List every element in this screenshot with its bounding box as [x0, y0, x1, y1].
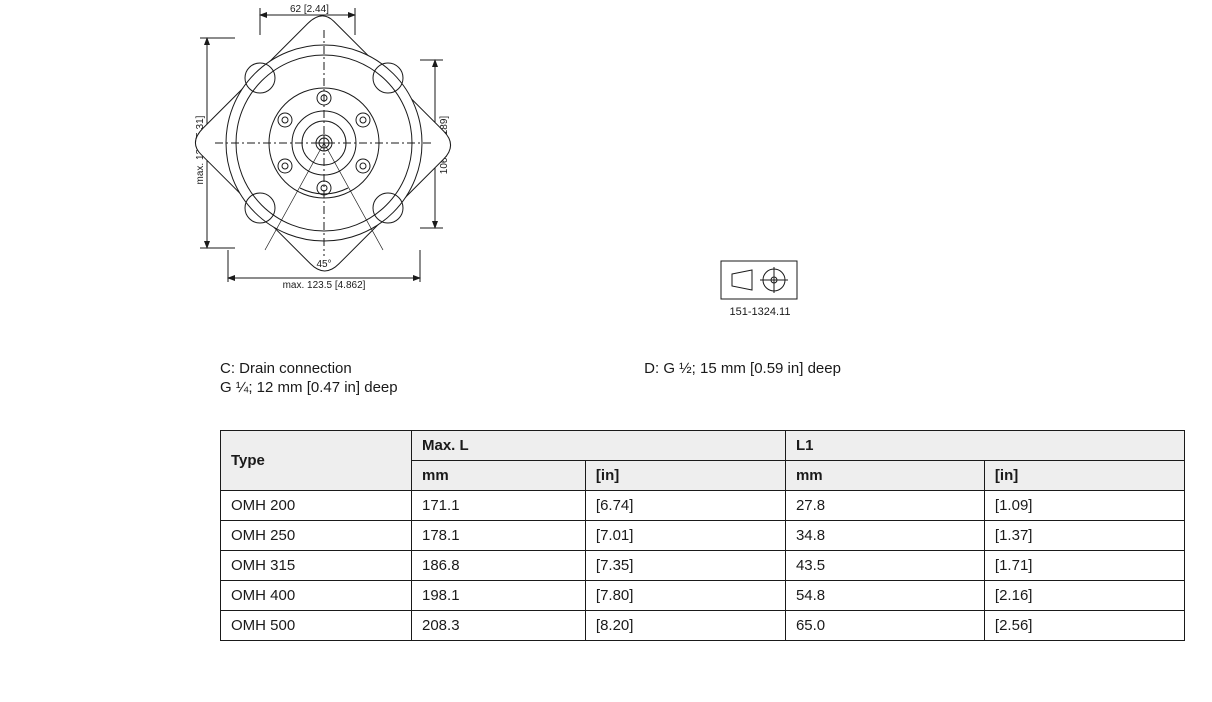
dim-bottom-text: max. 123.5 [4.862]	[283, 280, 366, 291]
table-row: OMH 500 208.3 [8.20] 65.0 [2.56]	[221, 611, 1185, 641]
table-row: OMH 200 171.1 [6.74] 27.8 [1.09]	[221, 491, 1185, 521]
side-icon-label: 151-1324.11	[720, 306, 800, 318]
table-row: OMH 250 178.1 [7.01] 34.8 [1.37]	[221, 521, 1185, 551]
dim-angle-text: 45°	[316, 259, 331, 270]
table-row: OMH 315 186.8 [7.35] 43.5 [1.71]	[221, 551, 1185, 581]
th-l1: L1	[785, 431, 1184, 461]
note-d-line1: D: G ½; 15 mm [0.59 in] deep	[644, 360, 841, 377]
dimensions-table: Type Max. L L1 mm [in] mm [in] OMH 200 1…	[220, 430, 1185, 641]
th-maxl: Max. L	[412, 431, 786, 461]
connection-notes: C: Drain connection G ¼; 12 mm [0.47 in]…	[220, 360, 1180, 396]
dim-top-text: 62 [2.44]	[290, 4, 329, 15]
th-type: Type	[221, 431, 412, 491]
th-in: [in]	[984, 461, 1184, 491]
side-connection-icon: 151-1324.11	[720, 260, 800, 318]
th-in: [in]	[585, 461, 785, 491]
note-c-line1: C: Drain connection	[220, 360, 640, 377]
table-row: OMH 400 198.1 [7.80] 54.8 [2.16]	[221, 581, 1185, 611]
th-mm: mm	[785, 461, 984, 491]
motor-front-diagram: 62 [2.44] max. 135 [5.31] 106.4 [4.189] …	[165, 0, 485, 300]
note-c-line2: G ¼; 12 mm [0.47 in] deep	[220, 379, 640, 396]
th-mm: mm	[412, 461, 586, 491]
